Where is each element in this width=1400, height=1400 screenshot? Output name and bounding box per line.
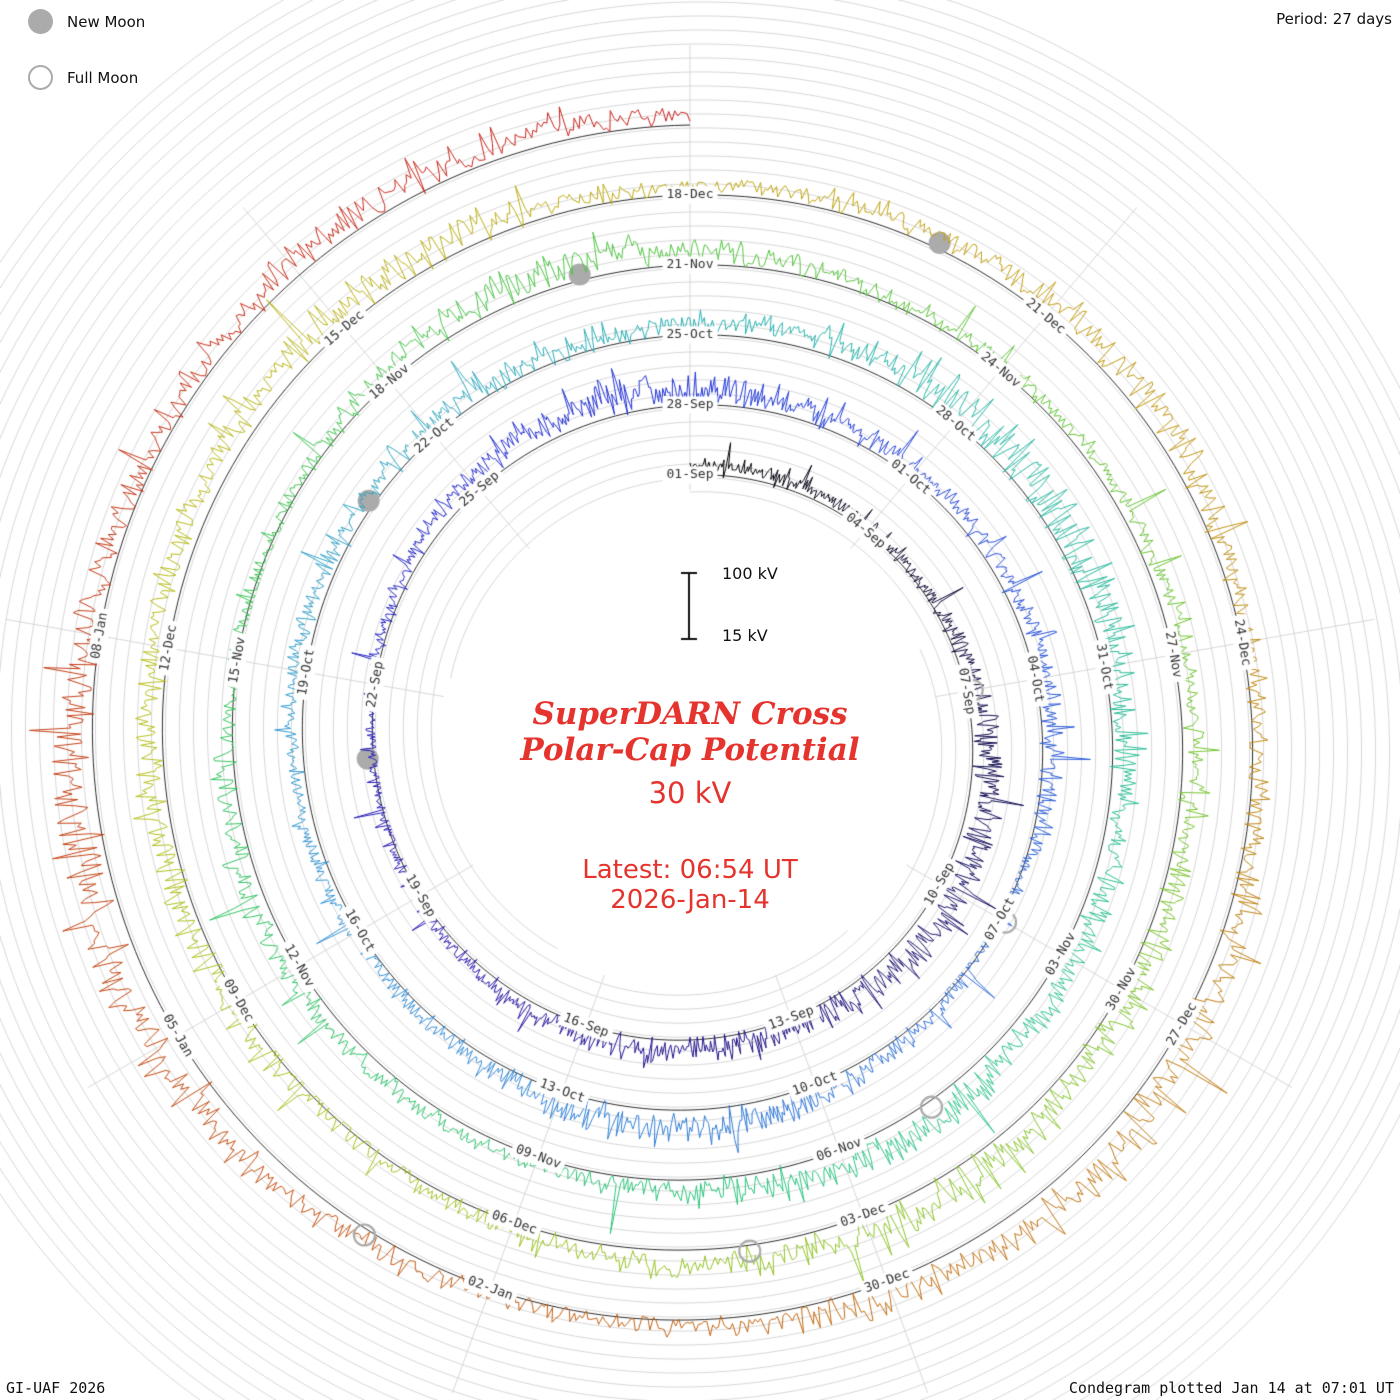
scale-high-label: 100 kV — [722, 564, 778, 583]
new-moon-label: New Moon — [67, 12, 146, 31]
full-moon-icon — [28, 65, 53, 90]
legend-full-moon: Full Moon — [28, 65, 138, 90]
scale-low-label: 15 kV — [722, 626, 768, 645]
latest-timestamp: Latest: 06:54 UT 2026-Jan-14 — [340, 855, 1040, 915]
chart-title: SuperDARN Cross Polar-Cap Potential — [340, 696, 1040, 768]
period-label: Period: 27 days — [1276, 10, 1392, 28]
chart-title-line1: SuperDARN Cross — [532, 696, 848, 732]
legend-new-moon: New Moon — [28, 9, 145, 34]
new-moon-icon — [28, 9, 53, 34]
credit-right: Condegram plotted Jan 14 at 07:01 UT — [1068, 1379, 1394, 1397]
latest-time: Latest: 06:54 UT — [582, 855, 798, 885]
full-moon-label: Full Moon — [67, 68, 139, 87]
credit-left: GI-UAF 2026 — [6, 1379, 106, 1397]
chart-title-line2: Polar-Cap Potential — [520, 732, 860, 768]
latest-value: 30 kV — [648, 776, 732, 810]
latest-date: 2026-Jan-14 — [610, 885, 770, 915]
